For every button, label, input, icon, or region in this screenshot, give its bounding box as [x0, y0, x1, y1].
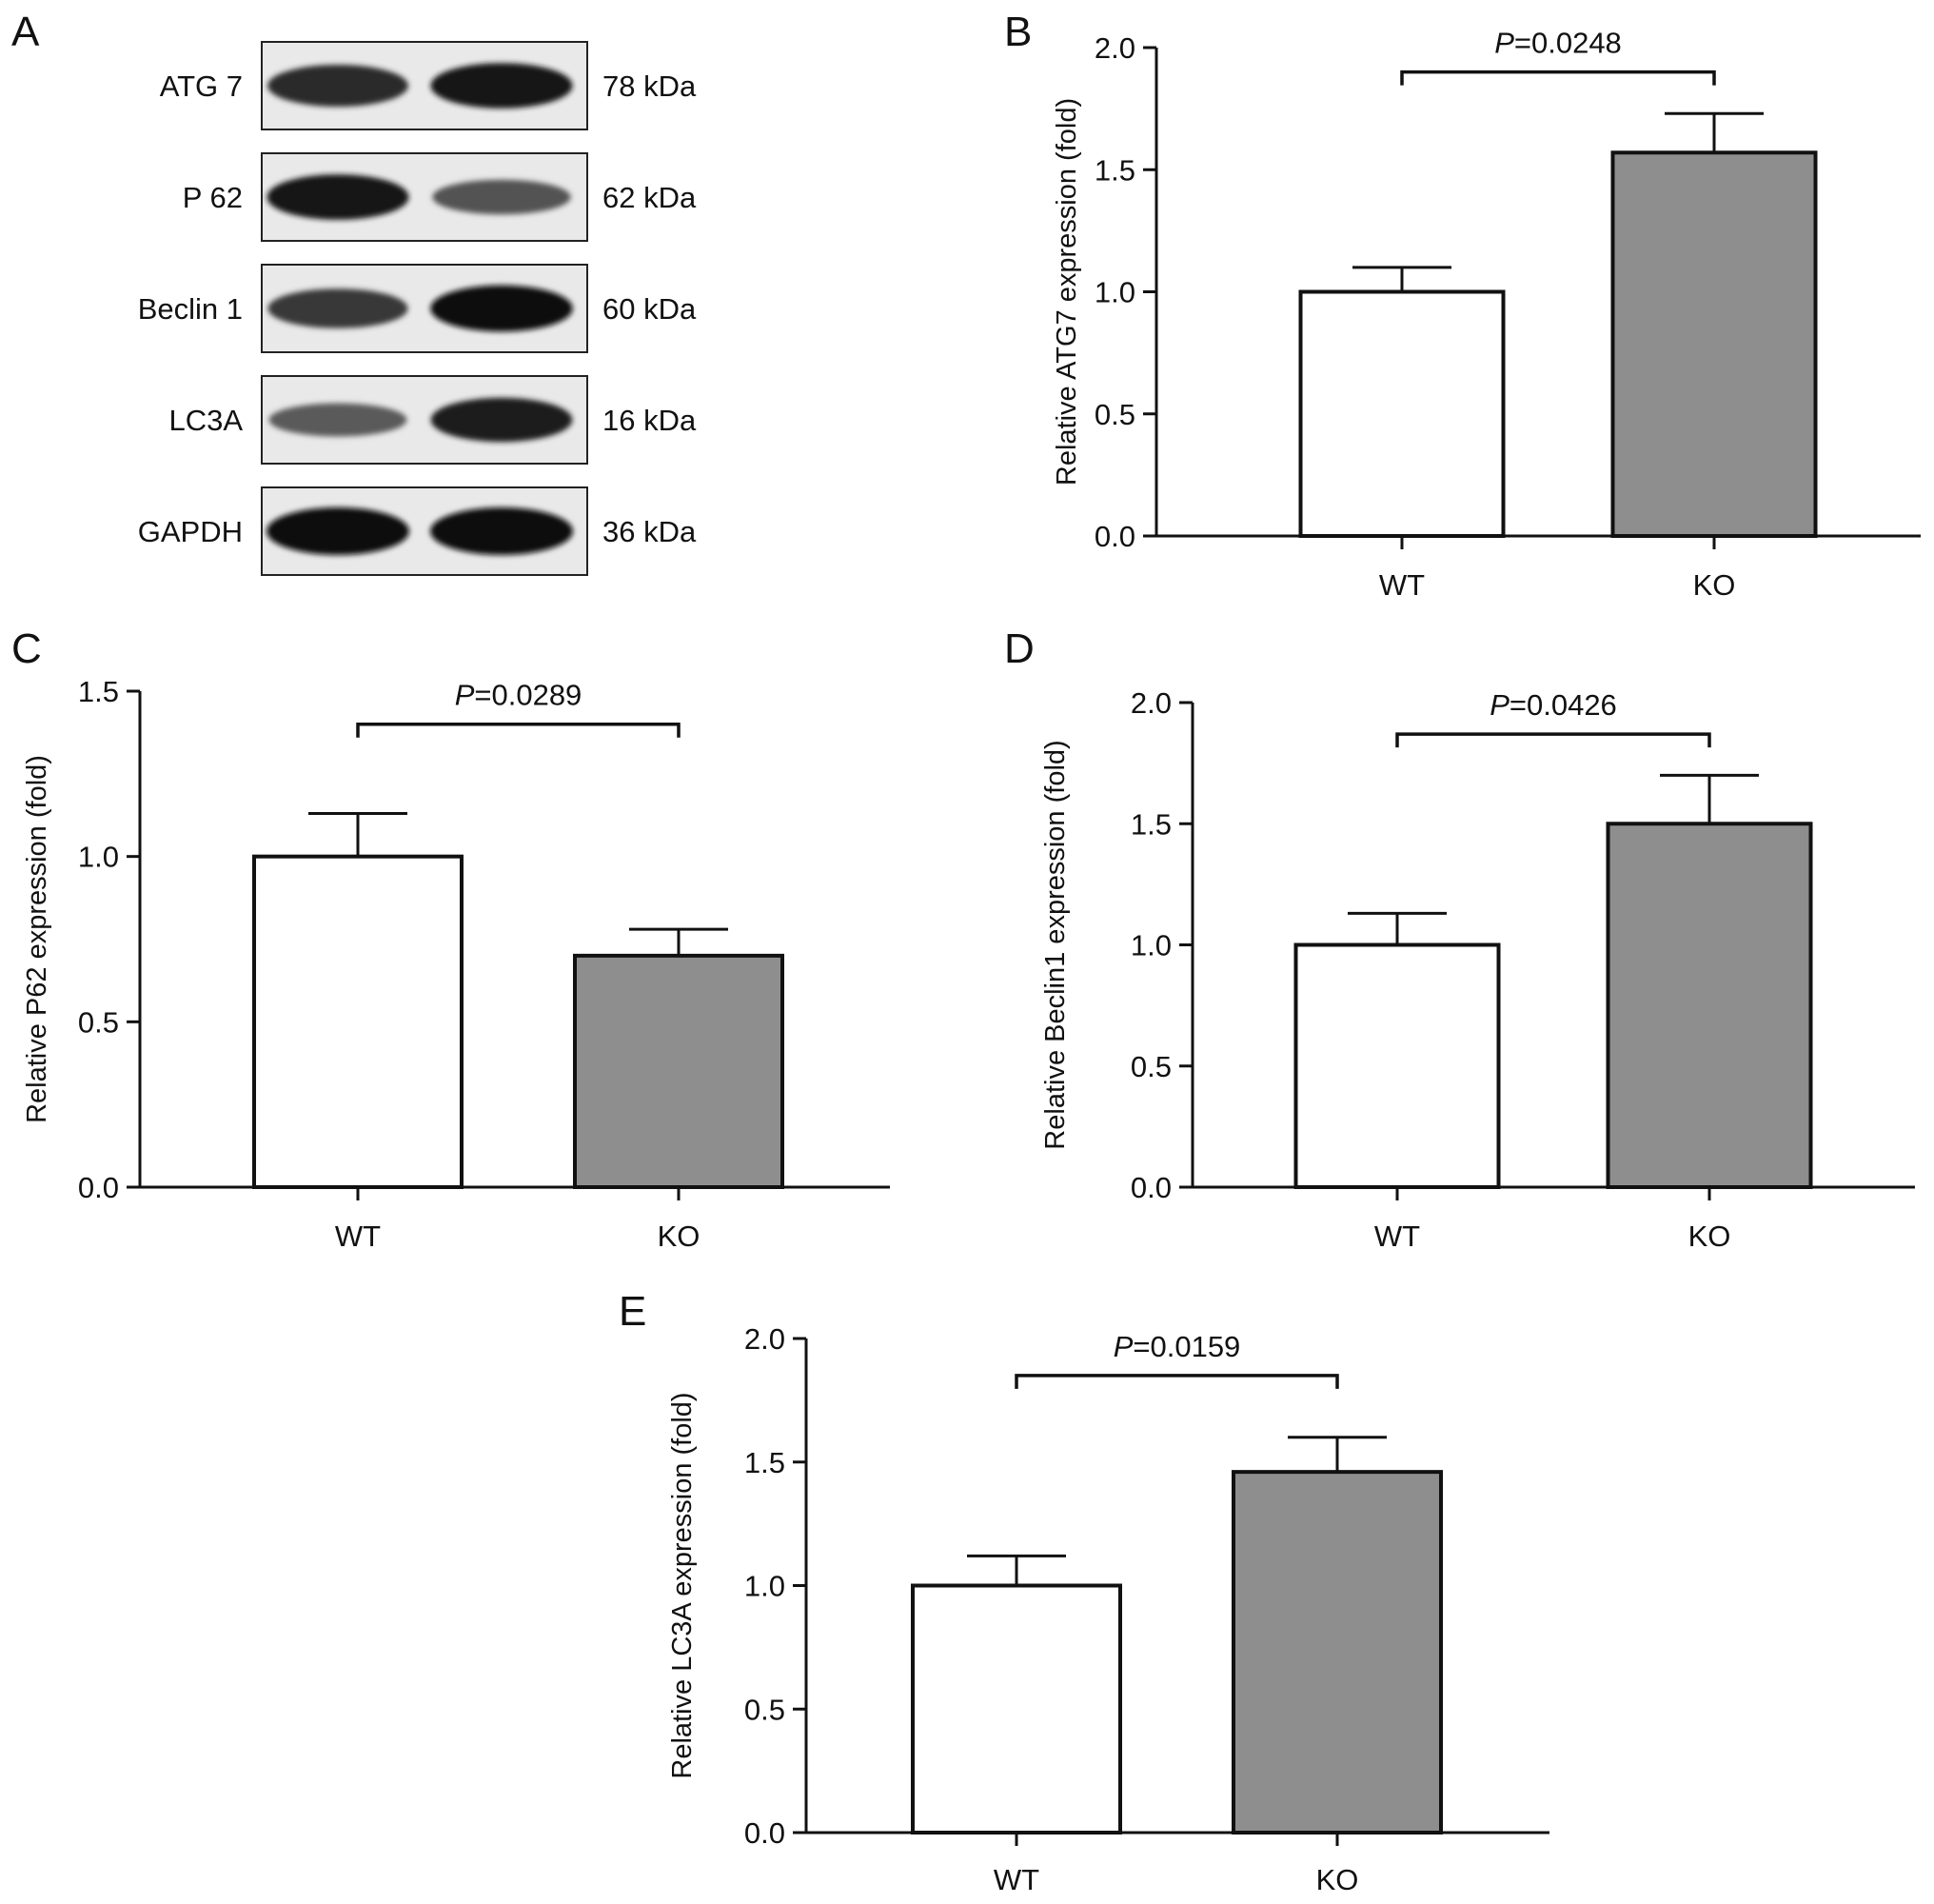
y-axis-title: Relative P62 expression (fold) — [22, 755, 52, 1123]
chart-panel-e: E 0.0 0.5 1.0 1.5 2.0 Relative LC3A expression… — [619, 1288, 1549, 1896]
bar-charts: B 0.0 0.5 1.0 1.5 2.0 Relative ATG7 expression… — [11, 9, 1921, 1896]
y-tick-label: 0.0 — [1131, 1171, 1172, 1204]
y-tick-label: 1.0 — [78, 841, 119, 874]
blot-band — [268, 403, 407, 437]
y-tick-label: 0.5 — [1131, 1050, 1172, 1083]
y-tick-label: 1.5 — [744, 1446, 785, 1479]
y-tick-label: 1.0 — [1095, 276, 1135, 309]
bar-ko — [1232, 1470, 1443, 1835]
bar-wt — [1298, 289, 1506, 538]
x-tick-label: KO — [1688, 1220, 1731, 1253]
bar-wt — [1293, 942, 1501, 1189]
p-value-label: P=0.0289 — [455, 679, 582, 712]
p-value: =0.0289 — [474, 679, 582, 712]
panel-letter-a: A — [11, 9, 40, 55]
bar-ko — [1606, 822, 1813, 1189]
significance-bracket — [356, 722, 681, 738]
chart-panel-b: B 0.0 0.5 1.0 1.5 2.0 Relative ATG7 expression… — [1004, 9, 1921, 602]
p-symbol: P — [1114, 1330, 1134, 1363]
p-value: =0.0159 — [1133, 1330, 1240, 1363]
bar-ko — [573, 953, 784, 1189]
blot-band — [267, 65, 408, 107]
blot-band — [266, 174, 409, 220]
y-axis-title: Relative Beclin1 expression (fold) — [1040, 740, 1071, 1149]
x-tick-label: WT — [1374, 1220, 1420, 1253]
protein-label: LC3A — [168, 404, 243, 437]
molecular-weight-label: 62 kDa — [602, 181, 697, 214]
p-symbol: P — [1494, 27, 1514, 60]
bar-ko — [1610, 150, 1818, 538]
blot-band — [267, 288, 408, 328]
panel-letter: E — [619, 1288, 646, 1335]
panel-letter: C — [11, 625, 42, 672]
p-value-label: P=0.0426 — [1490, 688, 1617, 722]
y-tick-label: 0.0 — [1095, 520, 1135, 553]
bar-wt — [911, 1583, 1122, 1835]
bar-wt — [252, 854, 464, 1190]
p-value-label: P=0.0159 — [1114, 1330, 1241, 1363]
x-tick-label: KO — [1316, 1863, 1359, 1896]
molecular-weight-label: 16 kDa — [602, 404, 697, 437]
x-tick-label: KO — [1693, 568, 1736, 602]
protein-label: GAPDH — [138, 515, 243, 548]
x-tick-label: WT — [994, 1863, 1039, 1896]
blot-row: P 62 62 kDa — [183, 152, 697, 242]
chart-panel-d: D 0.0 0.5 1.0 1.5 2.0 Relative Beclin1 express… — [1004, 625, 1915, 1253]
molecular-weight-label: 78 kDa — [602, 69, 697, 103]
blot-row: GAPDH 36 kDa — [138, 486, 697, 576]
x-tick-label: KO — [658, 1220, 701, 1253]
significance-bracket — [1400, 69, 1716, 86]
p-value: =0.0426 — [1510, 688, 1617, 722]
protein-label: ATG 7 — [160, 69, 243, 103]
y-tick-label: 1.5 — [1095, 153, 1135, 187]
y-tick-label: 1.5 — [1131, 807, 1172, 841]
western-blot-panel: A ATG 7 78 kDa P 62 62 kDa Beclin 1 60 kDa LC3… — [11, 9, 697, 576]
blot-band — [430, 507, 573, 555]
panel-letter: D — [1004, 625, 1035, 672]
x-tick-label: WT — [1379, 568, 1425, 602]
blot-row: Beclin 1 60 kDa — [138, 264, 697, 353]
y-tick-label: 0.0 — [78, 1171, 119, 1204]
p-value: =0.0248 — [1514, 27, 1622, 60]
significance-bracket — [1015, 1374, 1339, 1389]
blot-band — [430, 397, 573, 443]
y-tick-label: 1.0 — [1131, 929, 1172, 962]
y-tick-label: 0.5 — [78, 1005, 119, 1039]
blot-band — [432, 179, 571, 215]
p-symbol: P — [455, 679, 475, 712]
y-tick-label: 2.0 — [1095, 31, 1135, 65]
chart-panel-c: C 0.0 0.5 1.0 1.5 Relative P62 expression (fo… — [11, 625, 890, 1253]
y-axis-title: Relative ATG7 expression (fold) — [1052, 98, 1082, 486]
molecular-weight-label: 60 kDa — [602, 292, 697, 326]
x-tick-label: WT — [335, 1220, 381, 1253]
y-tick-label: 2.0 — [744, 1322, 785, 1356]
y-tick-label: 0.0 — [744, 1816, 785, 1850]
blot-band — [266, 507, 409, 555]
blot-band — [430, 63, 573, 109]
y-tick-label: 1.5 — [78, 675, 119, 708]
y-tick-label: 2.0 — [1131, 686, 1172, 720]
molecular-weight-label: 36 kDa — [602, 515, 697, 548]
blot-band — [430, 285, 573, 332]
y-tick-label: 0.5 — [1095, 398, 1135, 431]
blot-row: LC3A 16 kDa — [168, 375, 697, 465]
y-axis-title: Relative LC3A expression (fold) — [667, 1392, 698, 1778]
p-value-label: P=0.0248 — [1494, 27, 1622, 60]
panel-letter: B — [1004, 9, 1032, 55]
blot-row: ATG 7 78 kDa — [160, 41, 697, 130]
y-tick-label: 0.5 — [744, 1693, 785, 1726]
p-symbol: P — [1490, 688, 1510, 722]
protein-label: Beclin 1 — [138, 292, 243, 326]
y-tick-label: 1.0 — [744, 1570, 785, 1603]
significance-bracket — [1395, 732, 1711, 748]
protein-label: P 62 — [183, 181, 243, 214]
